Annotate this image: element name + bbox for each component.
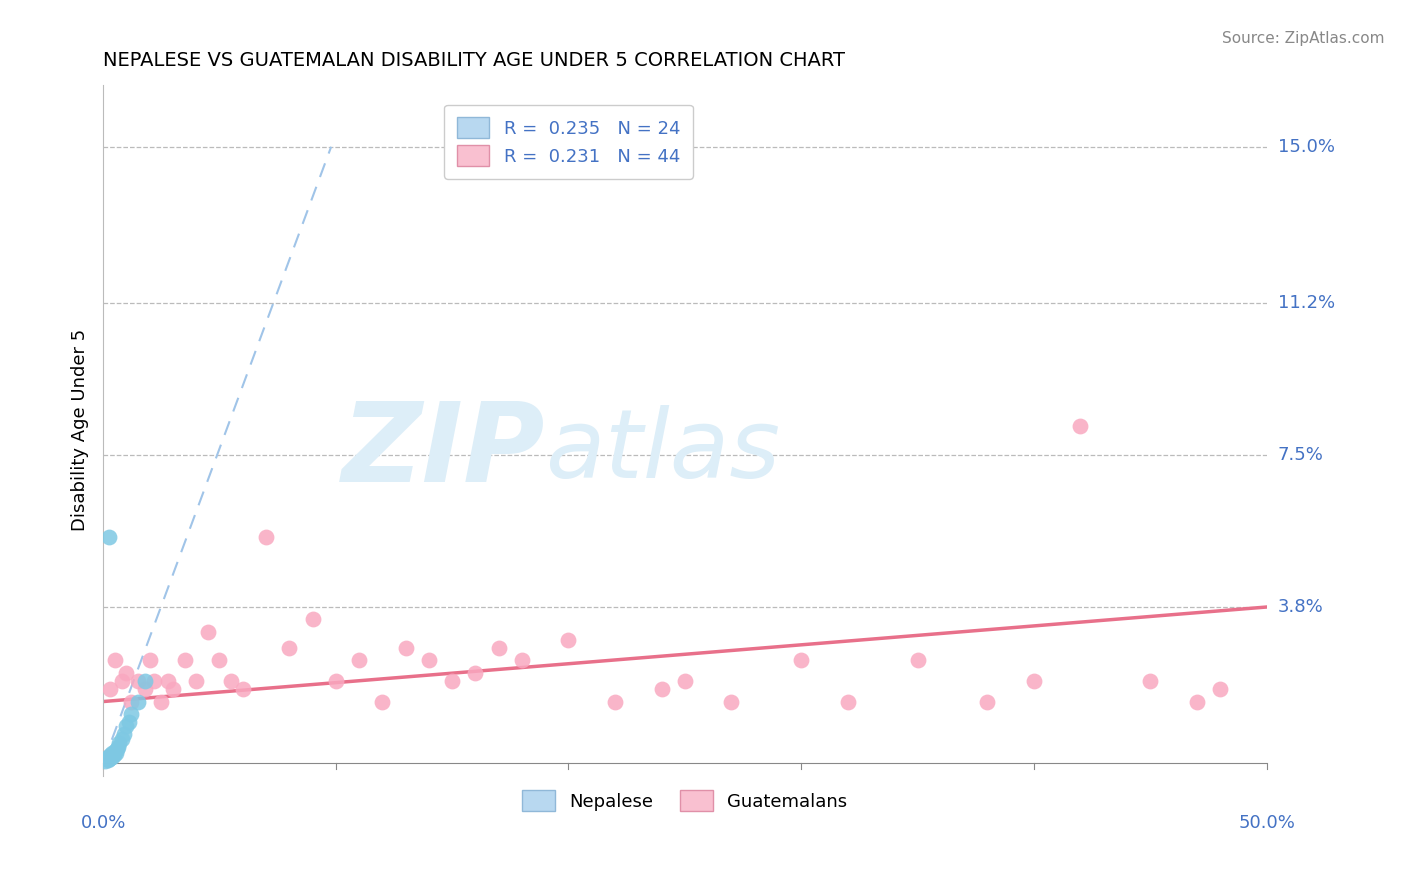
Point <box>138 653 160 667</box>
Point <box>127 673 149 688</box>
Point <box>118 715 141 730</box>
Point <box>115 719 138 733</box>
Point <box>108 736 131 750</box>
Point <box>301 612 323 626</box>
Point <box>186 673 208 688</box>
Point <box>1139 673 1161 688</box>
Point <box>98 747 121 762</box>
Point <box>394 641 416 656</box>
Text: 7.5%: 7.5% <box>1278 446 1323 464</box>
Point <box>120 706 142 721</box>
Point <box>97 753 120 767</box>
Legend: Nepalese, Guatemalans: Nepalese, Guatemalans <box>515 783 855 818</box>
Point <box>104 653 127 667</box>
Point <box>347 653 370 667</box>
Text: 3.8%: 3.8% <box>1278 598 1323 616</box>
Point <box>103 747 125 762</box>
Point <box>510 653 533 667</box>
Point <box>162 682 184 697</box>
Point <box>134 682 156 697</box>
Point <box>97 750 120 764</box>
Point <box>96 752 118 766</box>
Point <box>907 653 929 667</box>
Point <box>790 653 813 667</box>
Point <box>464 665 486 680</box>
Point <box>98 682 121 697</box>
Point <box>101 746 124 760</box>
Point <box>111 673 134 688</box>
Point <box>115 665 138 680</box>
Text: 0.0%: 0.0% <box>80 814 125 832</box>
Point <box>97 752 120 766</box>
Point <box>98 751 121 765</box>
Point <box>112 727 135 741</box>
Point <box>120 694 142 708</box>
Point <box>1069 419 1091 434</box>
Point <box>418 653 440 667</box>
Point <box>278 641 301 656</box>
Point <box>325 673 347 688</box>
Point <box>976 694 998 708</box>
Point <box>94 754 117 768</box>
Point <box>157 673 180 688</box>
Point <box>173 653 195 667</box>
Point <box>232 682 254 697</box>
Point <box>1209 682 1232 697</box>
Y-axis label: Disability Age Under 5: Disability Age Under 5 <box>72 329 89 532</box>
Point <box>104 746 127 760</box>
Text: 11.2%: 11.2% <box>1278 294 1334 312</box>
Point <box>97 530 120 544</box>
Point <box>557 632 579 647</box>
Text: 50.0%: 50.0% <box>1239 814 1295 832</box>
Point <box>105 741 128 756</box>
Text: Source: ZipAtlas.com: Source: ZipAtlas.com <box>1222 31 1385 46</box>
Point <box>107 739 129 754</box>
Point <box>134 673 156 688</box>
Point <box>150 694 173 708</box>
Point <box>208 653 231 667</box>
Text: NEPALESE VS GUATEMALAN DISABILITY AGE UNDER 5 CORRELATION CHART: NEPALESE VS GUATEMALAN DISABILITY AGE UN… <box>103 51 845 70</box>
Point <box>100 748 122 763</box>
Point <box>111 731 134 746</box>
Point <box>1022 673 1045 688</box>
Text: atlas: atlas <box>546 405 780 498</box>
Point <box>254 530 277 544</box>
Text: 15.0%: 15.0% <box>1278 137 1334 156</box>
Point <box>720 694 742 708</box>
Text: ZIP: ZIP <box>342 398 546 505</box>
Point <box>488 641 510 656</box>
Point <box>651 682 673 697</box>
Point <box>219 673 242 688</box>
Point <box>371 694 394 708</box>
Point <box>441 673 464 688</box>
Point <box>143 673 166 688</box>
Point <box>1185 694 1208 708</box>
Point <box>837 694 859 708</box>
Point <box>127 694 149 708</box>
Point <box>673 673 696 688</box>
Point <box>603 694 626 708</box>
Point <box>197 624 219 639</box>
Point <box>104 744 127 758</box>
Point <box>101 750 124 764</box>
